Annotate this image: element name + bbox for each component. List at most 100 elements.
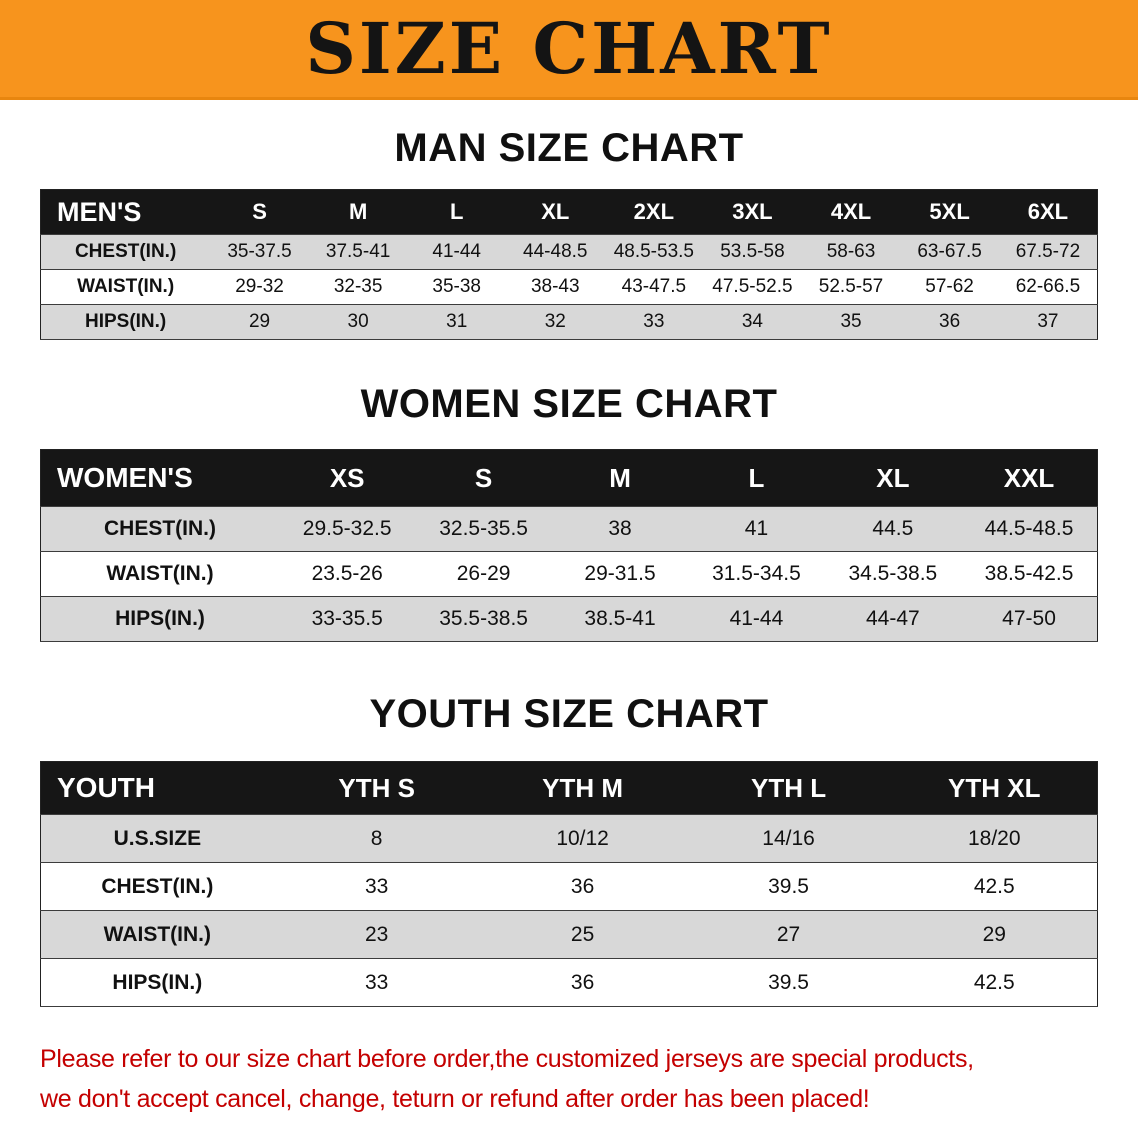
value-cell: 36 (900, 304, 999, 340)
value-cell: 57-62 (900, 269, 999, 305)
row-label: U.S.SIZE (40, 814, 274, 863)
value-cell: 47.5-52.5 (703, 269, 802, 305)
value-cell: 32-35 (308, 269, 408, 305)
value-cell: 37.5-41 (308, 234, 408, 270)
row-label: WAIST(IN.) (40, 910, 274, 959)
row-label: HIPS(IN.) (40, 958, 274, 1007)
value-cell: 32.5-35.5 (415, 506, 552, 552)
table-row: WAIST(IN.) 23.5-26 26-29 29-31.5 31.5-34.5 34… (40, 551, 1098, 597)
size-column-header: 5XL (900, 189, 999, 235)
value-cell: 26-29 (415, 551, 552, 597)
youth-size-chart-heading: YOUTH SIZE CHART (369, 692, 769, 736)
row-label: HIPS(IN.) (40, 304, 211, 340)
value-cell: 38.5-41 (551, 596, 689, 642)
value-cell: 63-67.5 (900, 234, 999, 270)
value-cell: 36 (479, 958, 686, 1007)
value-cell: 41 (688, 506, 825, 552)
value-cell: 32 (505, 304, 605, 340)
value-cell: 18/20 (891, 814, 1098, 863)
value-cell: 42.5 (891, 862, 1098, 911)
value-cell: 34 (703, 304, 802, 340)
size-column-header: L (407, 189, 506, 235)
value-cell: 29 (891, 910, 1098, 959)
value-cell: 39.5 (685, 862, 892, 911)
value-cell: 35 (801, 304, 901, 340)
value-cell: 27 (685, 910, 892, 959)
table-title-cell: WOMEN'S (40, 449, 279, 507)
value-cell: 58-63 (801, 234, 901, 270)
value-cell: 38 (551, 506, 689, 552)
size-column-header: XS (278, 449, 416, 507)
value-cell: 44.5 (824, 506, 962, 552)
value-cell: 14/16 (685, 814, 892, 863)
table-header-row: MEN'S S M L XL 2XL 3XL 4XL 5XL 6XL (40, 189, 1098, 235)
value-cell: 35-38 (407, 269, 506, 305)
value-cell: 8 (273, 814, 480, 863)
men-size-chart-section: MAN SIZE CHART MEN'S S M L XL 2XL 3XL 4XL 5XL 6XL… (0, 126, 1138, 340)
value-cell: 29.5-32.5 (278, 506, 416, 552)
value-cell: 39.5 (685, 958, 892, 1007)
size-column-header: YTH XL (891, 761, 1098, 815)
value-cell: 41-44 (688, 596, 825, 642)
value-cell: 33-35.5 (278, 596, 416, 642)
value-cell: 10/12 (479, 814, 686, 863)
value-cell: 62-66.5 (998, 269, 1098, 305)
size-column-header: YTH S (273, 761, 480, 815)
value-cell: 52.5-57 (801, 269, 901, 305)
women-size-chart-section: WOMEN SIZE CHART WOMEN'S XS S M L XL XXL CHEST(… (0, 382, 1138, 642)
value-cell: 43-47.5 (604, 269, 704, 305)
size-column-header: XL (505, 189, 605, 235)
value-cell: 36 (479, 862, 686, 911)
footer-disclaimer: Please refer to our size chart before or… (40, 1039, 1138, 1119)
size-column-header: XL (824, 449, 962, 507)
table-row: HIPS(IN.) 33 36 39.5 42.5 (40, 958, 1098, 1007)
table-row: HIPS(IN.) 33-35.5 35.5-38.5 38.5-41 41-44 44-… (40, 596, 1098, 642)
value-cell: 29-32 (210, 269, 309, 305)
size-column-header: S (210, 189, 309, 235)
banner-title: SIZE CHART (305, 7, 833, 90)
value-cell: 44.5-48.5 (961, 506, 1098, 552)
value-cell: 31.5-34.5 (688, 551, 825, 597)
table-header-row: WOMEN'S XS S M L XL XXL (40, 449, 1098, 507)
youth-size-table: YOUTH YTH S YTH M YTH L YTH XL U.S.SIZE 8 10/12… (40, 761, 1098, 1007)
size-column-header: YTH L (685, 761, 892, 815)
value-cell: 67.5-72 (998, 234, 1098, 270)
value-cell: 35.5-38.5 (415, 596, 552, 642)
value-cell: 29 (210, 304, 309, 340)
value-cell: 38.5-42.5 (961, 551, 1098, 597)
row-label: HIPS(IN.) (40, 596, 279, 642)
size-column-header: M (308, 189, 408, 235)
table-row: CHEST(IN.) 35-37.5 37.5-41 41-44 44-48.5 48.5… (40, 234, 1098, 270)
value-cell: 38-43 (505, 269, 605, 305)
value-cell: 44-47 (824, 596, 962, 642)
size-column-header: YTH M (479, 761, 686, 815)
value-cell: 37 (998, 304, 1098, 340)
table-row: U.S.SIZE 8 10/12 14/16 18/20 (40, 814, 1098, 863)
men-size-chart-heading: MAN SIZE CHART (394, 126, 744, 170)
size-column-header: 4XL (801, 189, 901, 235)
table-row: CHEST(IN.) 33 36 39.5 42.5 (40, 862, 1098, 911)
size-column-header: XXL (961, 449, 1098, 507)
value-cell: 30 (308, 304, 408, 340)
footer-disclaimer-line2: we don't accept cancel, change, teturn o… (40, 1085, 870, 1113)
value-cell: 47-50 (961, 596, 1098, 642)
value-cell: 34.5-38.5 (824, 551, 962, 597)
youth-size-chart-section: YOUTH SIZE CHART YOUTH YTH S YTH M YTH L YTH… (0, 692, 1138, 1007)
table-title-cell: YOUTH (40, 761, 274, 815)
size-column-header: L (688, 449, 825, 507)
table-row: CHEST(IN.) 29.5-32.5 32.5-35.5 38 41 44.5 44.5… (40, 506, 1098, 552)
footer-disclaimer-line1: Please refer to our size chart before or… (40, 1045, 974, 1073)
table-row: HIPS(IN.) 29 30 31 32 33 34 35 36 37 (40, 304, 1098, 340)
value-cell: 33 (604, 304, 704, 340)
value-cell: 44-48.5 (505, 234, 605, 270)
size-chart-banner: SIZE CHART (0, 0, 1138, 100)
size-column-header: 3XL (703, 189, 802, 235)
row-label: WAIST(IN.) (40, 551, 279, 597)
size-column-header: 6XL (998, 189, 1098, 235)
women-size-chart-heading: WOMEN SIZE CHART (360, 382, 778, 426)
row-label: CHEST(IN.) (40, 862, 274, 911)
row-label: CHEST(IN.) (40, 234, 211, 270)
value-cell: 23.5-26 (278, 551, 416, 597)
table-header-row: YOUTH YTH S YTH M YTH L YTH XL (40, 761, 1098, 815)
table-title-cell: MEN'S (40, 189, 211, 235)
